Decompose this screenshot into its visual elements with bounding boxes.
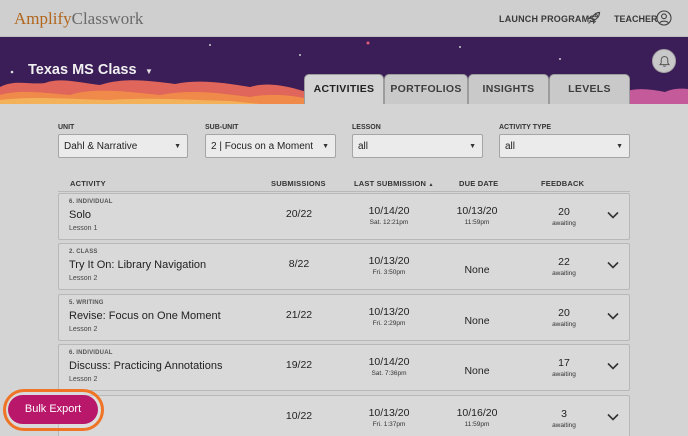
- feedback-count: 22: [558, 256, 570, 268]
- last-submission-date: 10/13/20: [368, 255, 410, 267]
- activity-lesson: Lesson 1: [69, 225, 98, 232]
- class-name-title[interactable]: Texas MS Class: [28, 62, 137, 78]
- activity-type: 6. INDIVIDUAL: [69, 199, 113, 205]
- column-header-submissions[interactable]: SUBMISSIONS: [271, 179, 326, 188]
- column-header-due-date[interactable]: DUE DATE: [459, 179, 499, 188]
- feedback-status: awaiting: [552, 321, 576, 328]
- notifications-button[interactable]: [652, 49, 676, 73]
- table-row[interactable]: 6. INDIVIDUAL Solo Lesson 1 20/22 10/14/…: [58, 193, 630, 240]
- feedback-count: 20: [558, 307, 570, 319]
- activity-type-select[interactable]: all ▼: [499, 134, 630, 158]
- submissions-count: 10/22: [285, 410, 313, 422]
- chevron-down-icon: ▼: [174, 143, 181, 150]
- feedback-status: awaiting: [552, 422, 576, 429]
- last-submission-date: 10/14/20: [368, 205, 410, 217]
- chevron-down-icon[interactable]: [607, 362, 619, 370]
- activity-type: 5. WRITING: [69, 300, 104, 306]
- activity-type-label: ACTIVITY TYPE: [499, 124, 551, 131]
- feedback-count: 17: [558, 357, 570, 369]
- activity-lesson: Lesson 2: [69, 376, 98, 383]
- amplify-classwork-logo[interactable]: AmplifyClasswork: [14, 9, 144, 28]
- submissions-count: 8/22: [288, 258, 310, 270]
- chevron-down-icon[interactable]: [607, 413, 619, 421]
- last-submission-date: 10/13/20: [368, 306, 410, 318]
- column-header-activity: ACTIVITY: [70, 179, 106, 188]
- due-date: None: [464, 315, 490, 327]
- activity-type: 6. INDIVIDUAL: [69, 350, 113, 356]
- submissions-count: 20/22: [285, 208, 313, 220]
- subunit-label: SUB-UNIT: [205, 124, 239, 131]
- table-row[interactable]: 5. WRITING Revise: Focus on One Moment L…: [58, 294, 630, 341]
- chevron-down-icon[interactable]: [607, 312, 619, 320]
- activity-name[interactable]: Solo: [69, 209, 92, 221]
- tab-activities[interactable]: ACTIVITIES: [304, 74, 384, 104]
- column-header-last-submission[interactable]: LAST SUBMISSION ▲: [354, 179, 434, 188]
- launch-programs-link[interactable]: LAUNCH PROGRAMS: [499, 14, 596, 24]
- sort-ascending-icon: ▲: [428, 182, 434, 188]
- unit-select[interactable]: Dahl & Narrative ▼: [58, 134, 188, 158]
- rocket-icon[interactable]: [586, 10, 602, 26]
- bulk-export-button[interactable]: Bulk Export: [8, 395, 98, 424]
- due-date: 10/16/20: [456, 407, 498, 419]
- activity-name[interactable]: Discuss: Practicing Annotations: [69, 360, 223, 372]
- due-time: 11:59pm: [464, 219, 490, 226]
- feedback-count: 3: [561, 408, 567, 420]
- due-date: 10/13/20: [456, 205, 498, 217]
- last-submission-time: Fri. 1:37pm: [372, 421, 406, 428]
- lesson-select[interactable]: all ▼: [352, 134, 483, 158]
- feedback-count: 20: [558, 206, 570, 218]
- last-submission-time: Sat. 12:21pm: [369, 219, 409, 226]
- tab-levels[interactable]: LEVELS: [549, 74, 630, 104]
- chevron-down-icon: ▼: [469, 143, 476, 150]
- feedback-status: awaiting: [552, 220, 576, 227]
- activity-name[interactable]: Try It On: Library Navigation: [69, 259, 207, 271]
- due-date: None: [464, 264, 490, 276]
- table-row[interactable]: 10/22 10/13/20 Fri. 1:37pm 10/16/20 11:5…: [58, 395, 630, 436]
- activity-type: 2. CLASS: [69, 249, 98, 255]
- lesson-label: LESSON: [352, 124, 381, 131]
- banner-illustration: [0, 37, 688, 104]
- header-divider: [58, 191, 630, 192]
- bell-icon: [659, 55, 670, 67]
- last-submission-time: Fri. 3:50pm: [372, 269, 406, 276]
- chevron-down-icon: ▼: [616, 143, 623, 150]
- last-submission-time: Fri. 2:29pm: [372, 320, 406, 327]
- class-banner: [0, 37, 688, 104]
- activity-lesson: Lesson 2: [69, 275, 98, 282]
- top-bar: AmplifyClasswork LAUNCH PROGRAMS TEACHER: [0, 0, 688, 37]
- subunit-select[interactable]: 2 | Focus on a Moment ▼: [205, 134, 336, 158]
- chevron-down-icon[interactable]: [607, 211, 619, 219]
- submissions-count: 21/22: [285, 309, 313, 321]
- column-header-feedback[interactable]: FEEDBACK: [541, 179, 585, 188]
- unit-label: UNIT: [58, 124, 75, 131]
- due-time: 11:59pm: [464, 421, 490, 428]
- last-submission-time: Sat. 7:36pm: [371, 370, 407, 377]
- last-submission-date: 10/13/20: [368, 407, 410, 419]
- table-row[interactable]: 6. INDIVIDUAL Discuss: Practicing Annota…: [58, 344, 630, 391]
- table-row[interactable]: 2. CLASS Try It On: Library Navigation L…: [58, 243, 630, 290]
- user-icon[interactable]: [656, 10, 672, 26]
- due-date: None: [464, 365, 490, 377]
- last-submission-date: 10/14/20: [368, 356, 410, 368]
- feedback-status: awaiting: [552, 270, 576, 277]
- teacher-menu[interactable]: TEACHER: [614, 14, 658, 24]
- activity-lesson: Lesson 2: [69, 326, 98, 333]
- submissions-count: 19/22: [285, 359, 313, 371]
- chevron-down-icon: ▼: [322, 143, 329, 150]
- tab-portfolios[interactable]: PORTFOLIOS: [384, 74, 468, 104]
- tab-insights[interactable]: INSIGHTS: [468, 74, 549, 104]
- activity-name[interactable]: Revise: Focus on One Moment: [69, 310, 221, 322]
- chevron-down-icon[interactable]: [607, 261, 619, 269]
- class-dropdown-caret-icon[interactable]: ▼: [145, 67, 153, 76]
- feedback-status: awaiting: [552, 371, 576, 378]
